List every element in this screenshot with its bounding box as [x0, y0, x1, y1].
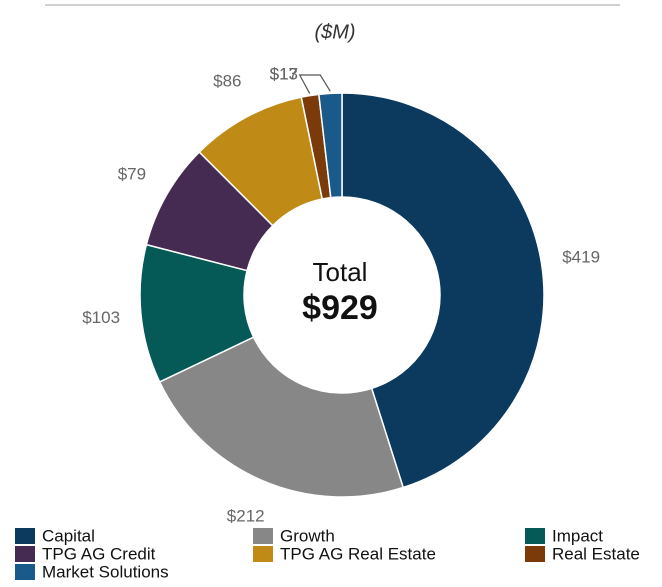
- legend-swatch: [525, 546, 545, 562]
- legend-swatch: [253, 528, 273, 544]
- data-label: $86: [213, 71, 241, 90]
- leader-line: [298, 74, 311, 94]
- legend-swatch: [253, 546, 273, 562]
- legend-swatch: [15, 528, 35, 544]
- legend-swatch: [15, 546, 35, 562]
- data-label: $103: [82, 308, 120, 327]
- legend-label: Growth: [280, 526, 335, 545]
- legend-label: Capital: [42, 526, 95, 545]
- donut-slice: [317, 92, 343, 199]
- center-total: $929: [302, 289, 378, 327]
- data-label: $212: [227, 507, 265, 526]
- legend-swatch: [525, 528, 545, 544]
- data-label: $13: [270, 64, 298, 83]
- data-label: $79: [118, 164, 146, 183]
- donut-slice: [341, 92, 545, 489]
- center-label: Total: [313, 257, 368, 287]
- donut-slice: [158, 336, 405, 498]
- legend-label: Impact: [552, 526, 603, 545]
- leader-line: [302, 74, 331, 92]
- chart-subtitle: ($M): [314, 21, 355, 43]
- legend-label: TPG AG Real Estate: [280, 544, 436, 563]
- data-label: $17: [270, 64, 298, 83]
- legend-label: TPG AG Credit: [42, 544, 156, 563]
- legend-label: Real Estate: [552, 544, 640, 563]
- legend-label: Market Solutions: [42, 562, 169, 581]
- data-label: $419: [562, 247, 600, 266]
- legend-swatch: [15, 564, 35, 580]
